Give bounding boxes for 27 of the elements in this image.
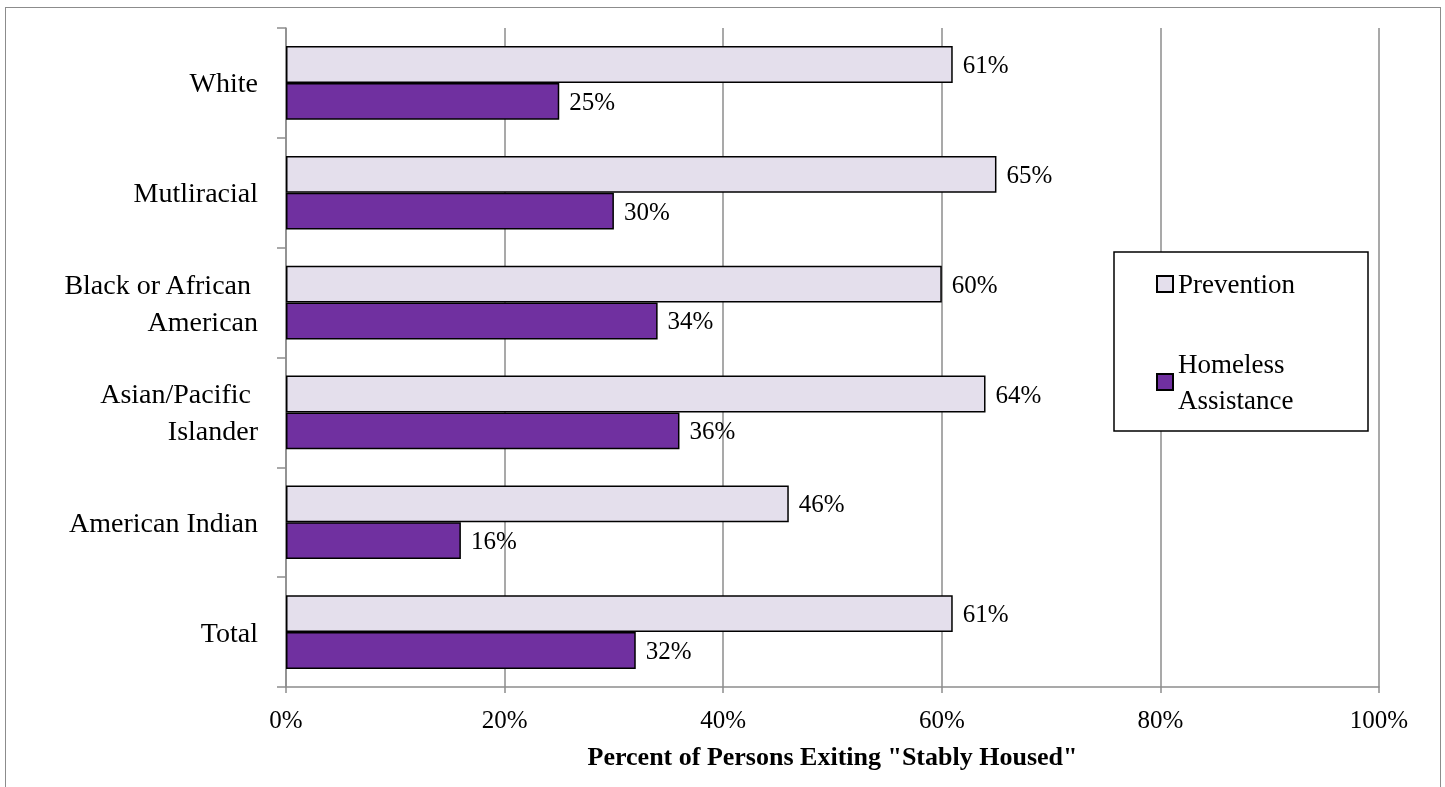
data-label: 30%: [623, 197, 670, 225]
y-tick-label: Asian/Pacific Islander: [100, 378, 259, 447]
x-tick-label: 0%: [269, 706, 303, 733]
data-label: 36%: [689, 417, 736, 445]
data-label: 60%: [951, 270, 998, 298]
data-label: 16%: [470, 527, 517, 555]
legend-label: Homeless Assistance: [1178, 349, 1294, 415]
x-tick-label: 20%: [481, 706, 528, 733]
data-label: 46%: [798, 490, 845, 518]
data-label: 32%: [645, 636, 692, 664]
y-tick-label: Total: [200, 616, 259, 648]
x-tick-label: 40%: [700, 706, 747, 733]
x-tick-label: 80%: [1137, 706, 1184, 733]
data-label: 64%: [995, 380, 1042, 408]
y-tick-label: White: [189, 67, 258, 99]
x-tick-label: 60%: [918, 706, 965, 733]
y-tick-label: Mutliracial: [133, 177, 259, 209]
y-tick-label: American Indian: [69, 506, 258, 538]
legend-label: Prevention: [1178, 269, 1296, 299]
x-tick-label: 100%: [1349, 706, 1409, 733]
data-label: 61%: [962, 600, 1009, 628]
x-axis-title: Percent of Persons Exiting "Stably Housed": [587, 741, 1078, 771]
data-label: 65%: [1006, 160, 1053, 188]
y-tick-label: Black or African American: [64, 268, 258, 337]
data-label: 61%: [962, 51, 1009, 79]
data-label: 34%: [667, 307, 714, 335]
data-label: 25%: [569, 87, 616, 115]
